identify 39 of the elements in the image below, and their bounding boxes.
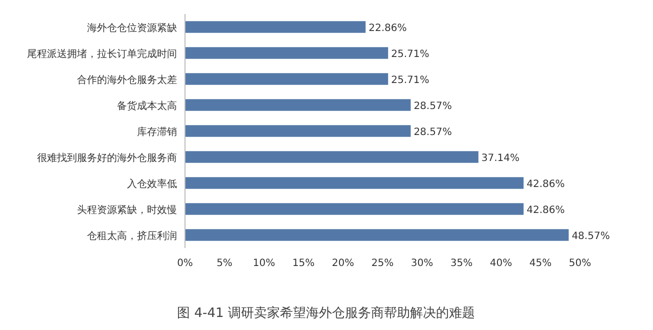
y-tick-label: 海外仓仓位资源紧缺: [87, 22, 177, 34]
y-tick-label: 头程资源紧缺，时效慢: [77, 204, 177, 216]
data-label: 28.57%: [414, 127, 452, 138]
data-label: 28.57%: [414, 101, 452, 112]
data-label: 25.71%: [391, 75, 430, 86]
data-label: 48.57%: [572, 231, 610, 242]
x-tick-label: 50%: [568, 258, 592, 269]
bar: [185, 47, 388, 59]
x-tick-label: 35%: [450, 258, 473, 269]
y-tick-label: 合作的海外仓服务太差: [77, 74, 177, 86]
x-tick-label: 0%: [177, 258, 193, 269]
y-tick-label: 尾程派送拥堵，拉长订单完成时间: [27, 48, 177, 60]
bar: [185, 125, 411, 137]
bar: [185, 151, 478, 163]
data-label: 22.86%: [368, 23, 407, 34]
text: 图 4-41 调研卖家希望海外仓服务商帮助解决的难题: [177, 305, 475, 321]
y-tick-label: 很难找到服务好的海外仓服务商: [37, 152, 177, 164]
bar: [185, 177, 524, 189]
y-tick-label: 库存滞销: [137, 126, 177, 138]
x-tick-label: 25%: [371, 258, 394, 269]
x-tick-label: 45%: [529, 258, 552, 269]
bar: [185, 229, 569, 241]
x-tick-label: 30%: [410, 258, 434, 269]
data-label: 42.86%: [526, 179, 565, 190]
bar: [185, 21, 366, 33]
bar: [185, 203, 524, 215]
data-label: 42.86%: [526, 205, 565, 216]
bar: [185, 99, 411, 111]
x-tick-label: 15%: [292, 258, 315, 269]
y-tick-label: 备货成本太高: [117, 100, 177, 112]
x-tick-label: 5%: [216, 258, 232, 269]
x-tick-label: 10%: [252, 258, 276, 269]
data-label: 25.71%: [391, 49, 430, 60]
data-label: 37.14%: [481, 153, 520, 164]
x-tick-label: 20%: [332, 258, 354, 269]
y-tick-label: 仓租太高，挤压利润: [87, 230, 177, 242]
x-tick-label: 40%: [490, 258, 512, 269]
y-tick-label: 入仓效率低: [127, 178, 177, 190]
bar: [185, 73, 388, 85]
